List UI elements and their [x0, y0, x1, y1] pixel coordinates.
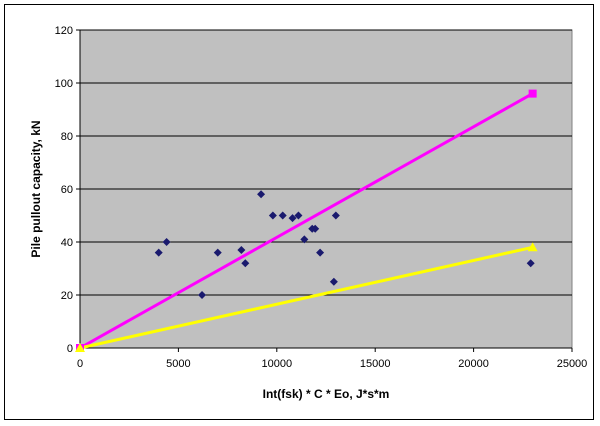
x-tick-label: 5000 — [166, 358, 190, 370]
y-tick-label: 60 — [61, 184, 73, 196]
y-axis-title: Pile pullout capacity, kN — [29, 120, 43, 257]
data-point — [268, 211, 277, 220]
data-point — [257, 190, 266, 199]
x-tick-labels: 0 5000 10000 15000 20000 25000 — [77, 358, 587, 370]
x-tick-label: 25000 — [557, 358, 588, 370]
x-axis-title: Int(fsk) * C * Eo, J*s*m — [263, 387, 390, 401]
data-points — [75, 89, 538, 352]
data-point — [294, 211, 303, 220]
data-point — [288, 214, 297, 223]
data-point — [162, 238, 171, 246]
data-point — [526, 259, 535, 268]
gridlines — [80, 29, 572, 296]
trend-line — [79, 245, 533, 350]
data-point — [213, 248, 222, 257]
data-point — [241, 259, 250, 268]
data-point — [331, 211, 340, 220]
data-point — [316, 248, 325, 257]
y-tick-label: 40 — [61, 237, 73, 249]
data-point — [300, 235, 309, 244]
line-endpoint-marker — [527, 242, 538, 252]
line-endpoint-marker — [528, 89, 537, 98]
x-tick-label: 0 — [77, 358, 83, 370]
y-tick-label: 0 — [67, 343, 73, 355]
x-tick-label: 20000 — [458, 358, 489, 370]
y-tick-label: 100 — [55, 78, 73, 90]
data-point — [154, 248, 163, 257]
trend-line — [79, 92, 534, 350]
data-point — [278, 211, 287, 220]
line-endpoint-marker — [75, 343, 85, 352]
x-tick-label: 10000 — [262, 358, 293, 370]
trend-lines — [79, 92, 534, 350]
y-tick-label: 20 — [61, 290, 73, 302]
y-tick-label: 120 — [55, 25, 73, 37]
data-point — [237, 245, 246, 254]
x-tick-label: 15000 — [360, 358, 391, 370]
data-point — [198, 291, 207, 299]
data-point — [329, 277, 338, 286]
data-point — [311, 224, 320, 233]
y-tick-labels: 0 20 40 60 80 100 120 — [55, 25, 73, 355]
y-tick-label: 80 — [61, 131, 73, 143]
